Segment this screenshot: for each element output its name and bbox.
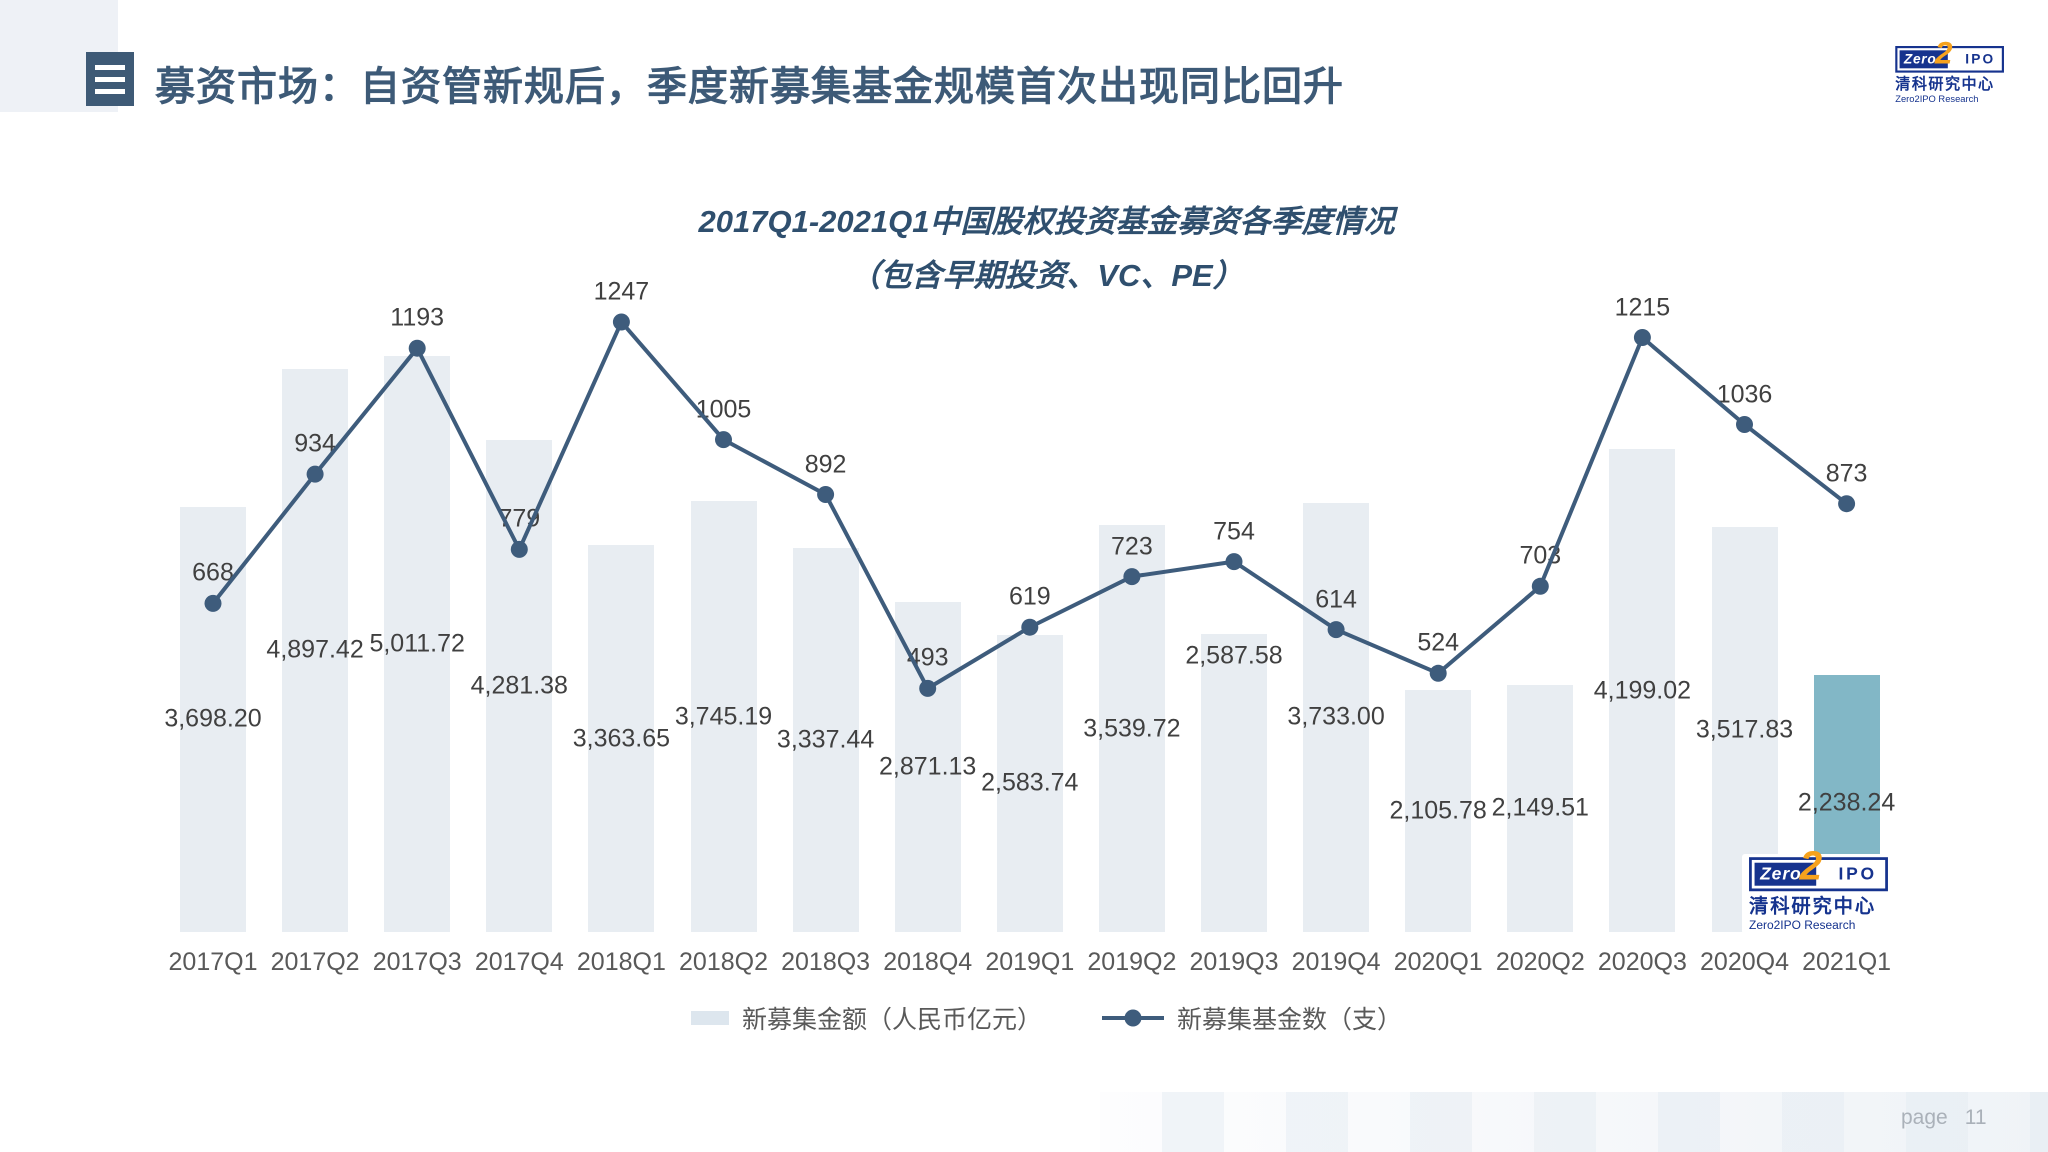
- legend-line-marker: [1102, 1009, 1164, 1027]
- page-value: 11: [1964, 1106, 1987, 1129]
- zero2ipo-logo: Zero 2 IPO 清科研究中心 Zero2IPO Research: [1895, 37, 2004, 105]
- line-value-label: 934: [294, 429, 336, 458]
- page-number: page 11: [1901, 1106, 1987, 1130]
- line-value-label: 1005: [695, 395, 752, 424]
- footer-decor: [1100, 1092, 2048, 1152]
- page-title: 募资市场：自资管新规后，季度新募集基金规模首次出现同比回升: [155, 65, 1344, 109]
- logo-ipo-text: IPO: [1965, 51, 1996, 67]
- logo-zero-text: Zero: [1754, 862, 1816, 886]
- bar-value-label: 3,363.65: [572, 724, 671, 753]
- x-axis-label: 2017Q1: [168, 948, 258, 976]
- bar-value-label: 4,897.42: [266, 635, 364, 664]
- bar-value-label: 2,105.78: [1389, 796, 1487, 825]
- x-axis-label: 2020Q1: [1393, 948, 1483, 976]
- x-axis-label: 2019Q4: [1291, 948, 1381, 976]
- line-value-label: 1193: [390, 303, 445, 332]
- bar-value-label: 3,698.20: [164, 704, 262, 733]
- x-axis-label: 2019Q2: [1087, 948, 1177, 976]
- bar-value-label: 3,337.44: [776, 725, 875, 754]
- x-axis-label: 2019Q3: [1189, 948, 1279, 976]
- logo-two-text: 2: [1799, 843, 1822, 889]
- line-point: [1429, 664, 1447, 682]
- line-point: [1736, 416, 1753, 433]
- logo-zero-text: Zero: [1899, 50, 1949, 69]
- line-point: [1531, 577, 1549, 595]
- x-axis-label: 2017Q2: [270, 948, 360, 976]
- line-value-label: 1036: [1716, 380, 1773, 408]
- logo-name-cn: 清科研究中心: [1748, 895, 1876, 917]
- line-value-label: 892: [804, 450, 847, 478]
- line-value-label: 873: [1825, 459, 1868, 488]
- chart-subtitle: （包含早期投资、VC、PE）: [849, 258, 1244, 293]
- line-point: [715, 431, 732, 449]
- logo-two-text: 2: [1934, 35, 1953, 71]
- x-axis-label: 2020Q3: [1597, 948, 1687, 976]
- x-axis-label: 2018Q2: [679, 948, 768, 976]
- list-icon: [86, 52, 134, 106]
- line-value-label: 723: [1111, 532, 1153, 561]
- bar: [1201, 634, 1267, 932]
- line-value-label: 779: [498, 504, 541, 533]
- watermark-logo: Zero 2 IPO 清科研究中心 Zero2IPO Research: [1742, 846, 1894, 934]
- legend-line-label: 新募集基金数（支）: [1177, 1006, 1403, 1034]
- x-axis-label: 2020Q2: [1495, 948, 1585, 976]
- zero2ipo-logo-mark: Zero 2 IPO: [1895, 37, 2004, 73]
- legend-item-line: 新募集基金数（支）: [1102, 1000, 1402, 1036]
- bar-value-label: 4,281.38: [470, 671, 568, 700]
- bar-value-label: 3,745.19: [674, 702, 773, 731]
- legend-bar-swatch: [690, 1011, 729, 1025]
- watermark-logo-mark: Zero 2 IPO: [1748, 846, 1888, 892]
- logo-ipo-text: IPO: [1837, 864, 1877, 884]
- bar-value-label: 2,238.24: [1797, 788, 1896, 817]
- line-point: [1633, 329, 1651, 346]
- line-point: [1225, 553, 1243, 571]
- line-value-label: 1215: [1614, 293, 1671, 321]
- bar: [1507, 684, 1574, 932]
- x-axis-label: 2020Q4: [1700, 948, 1789, 976]
- bar-value-label: 2,149.51: [1491, 793, 1589, 822]
- x-axis-label: 2017Q3: [372, 948, 462, 976]
- x-axis-label: 2019Q1: [985, 948, 1075, 976]
- bar-value-label: 2,871.13: [879, 752, 977, 781]
- line-point: [612, 313, 630, 331]
- line-point: [1838, 495, 1856, 513]
- line-value-label: 703: [1519, 541, 1562, 570]
- chart-legend: 新募集金额（人民币亿元） 新募集基金数（支）: [213, 1000, 1880, 1036]
- bar: [1405, 689, 1472, 932]
- line-value-label: 754: [1213, 517, 1255, 546]
- x-axis-label: 2018Q1: [576, 948, 666, 976]
- logo-name-cn: 清科研究中心: [1895, 76, 1995, 93]
- x-axis-label: 2021Q1: [1802, 948, 1892, 976]
- line-value-label: 614: [1315, 585, 1357, 614]
- line-value-label: 493: [906, 643, 949, 672]
- logo-name-en: Zero2IPO Research: [1895, 93, 1979, 105]
- x-axis-label: 2018Q4: [883, 948, 973, 976]
- bar-value-label: 4,199.02: [1593, 676, 1692, 705]
- line-value-label: 524: [1417, 628, 1460, 657]
- line-point: [1021, 618, 1039, 636]
- x-axis-label: 2018Q3: [781, 948, 871, 976]
- line-value-label: 619: [1008, 582, 1051, 611]
- legend-item-bar: 新募集金额（人民币亿元）: [690, 1000, 1042, 1036]
- bar-value-label: 3,733.00: [1287, 702, 1385, 731]
- line-value-label: 1247: [593, 277, 650, 306]
- logo-name-en: Zero2IPO Research: [1748, 917, 1855, 932]
- bar-value-label: 2,583.74: [981, 768, 1079, 797]
- bar-value-label: 3,539.72: [1083, 714, 1181, 742]
- x-axis-label: 2017Q4: [474, 948, 564, 976]
- page-label: page: [1901, 1106, 1948, 1129]
- bar-value-label: 3,517.83: [1695, 715, 1794, 744]
- chart-title: 2017Q1-2021Q1中国股权投资基金募资各季度情况: [698, 204, 1395, 239]
- chart-title-block: 2017Q1-2021Q1中国股权投资基金募资各季度情况 （包含早期投资、VC、…: [213, 196, 1880, 295]
- legend-bar-label: 新募集金额（人民币亿元）: [741, 1006, 1042, 1034]
- bar-value-label: 5,011.72: [369, 629, 465, 658]
- line-point: [817, 486, 835, 503]
- bar-value-label: 2,587.58: [1185, 641, 1283, 670]
- line-point: [408, 339, 426, 357]
- line-value-label: 668: [192, 558, 234, 587]
